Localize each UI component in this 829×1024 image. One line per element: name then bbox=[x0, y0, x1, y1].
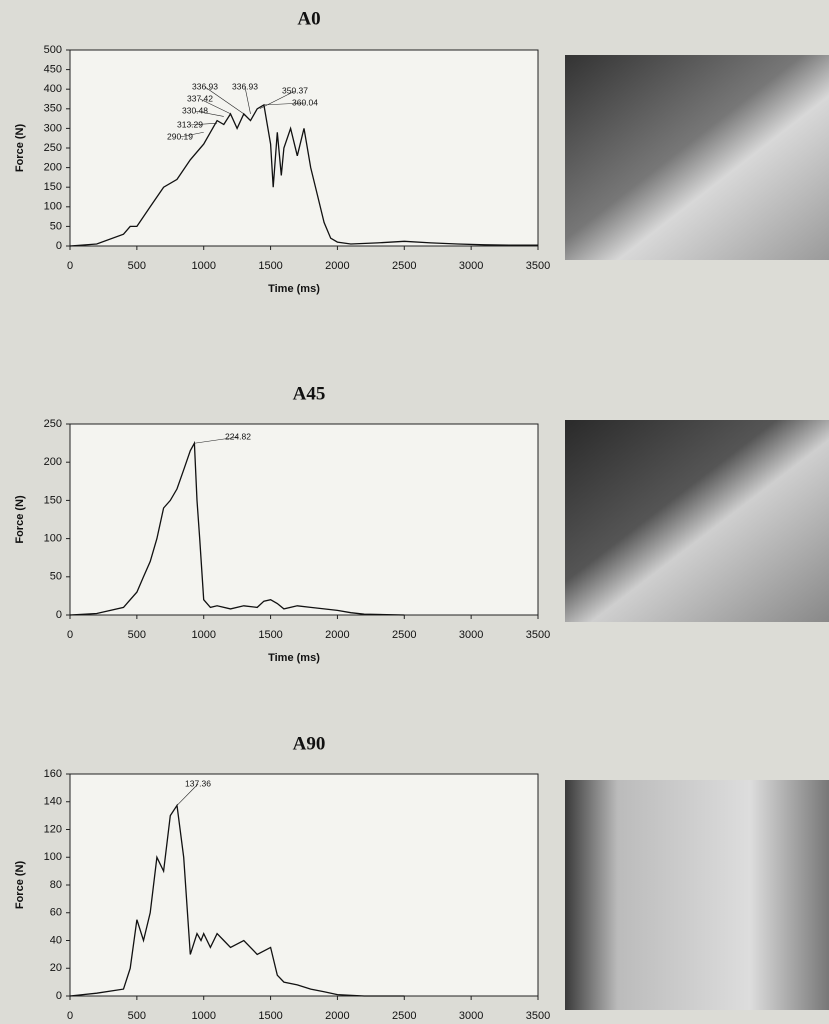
x-tick-label: 2000 bbox=[325, 260, 349, 272]
x-tick-label: 1000 bbox=[191, 1010, 215, 1022]
y-tick-label: 40 bbox=[50, 934, 62, 946]
annotation-leader bbox=[204, 86, 244, 115]
x-tick-label: 2500 bbox=[392, 1010, 416, 1022]
y-axis-label: Force (N) bbox=[14, 124, 26, 173]
y-tick-label: 80 bbox=[50, 879, 62, 891]
fracture-photo bbox=[565, 55, 829, 260]
x-tick-label: 1500 bbox=[258, 1010, 282, 1022]
annotation-label: 224.82 bbox=[225, 431, 251, 441]
y-tick-label: 150 bbox=[44, 494, 62, 506]
y-tick-label: 0 bbox=[56, 609, 62, 621]
annotation-label: 290.19 bbox=[167, 131, 193, 141]
x-tick-label: 3500 bbox=[526, 260, 550, 272]
chart-title: A45 bbox=[293, 383, 326, 404]
annotation-label: 313.29 bbox=[177, 119, 203, 129]
annotation-leader bbox=[199, 98, 231, 115]
annotation-label: 336.93 bbox=[232, 81, 258, 91]
annotation-label: 336.93 bbox=[192, 81, 218, 91]
y-tick-label: 100 bbox=[44, 851, 62, 863]
y-tick-label: 250 bbox=[44, 418, 62, 430]
y-tick-label: 50 bbox=[50, 571, 62, 583]
y-tick-label: 0 bbox=[56, 240, 62, 252]
force-curve bbox=[69, 440, 405, 616]
y-tick-label: 120 bbox=[44, 823, 62, 835]
annotation-leader bbox=[194, 110, 224, 117]
y-tick-label: 250 bbox=[44, 142, 62, 154]
x-tick-label: 1000 bbox=[191, 629, 215, 641]
annotation-label: 350.37 bbox=[282, 85, 308, 95]
y-axis-label: Force (N) bbox=[14, 495, 26, 544]
y-tick-label: 60 bbox=[50, 907, 62, 919]
y-tick-label: 100 bbox=[44, 533, 62, 545]
fracture-photo bbox=[565, 780, 829, 1010]
y-tick-label: 140 bbox=[44, 796, 62, 808]
y-axis-label: Force (N) bbox=[14, 861, 26, 910]
annotation-leader bbox=[263, 102, 306, 106]
x-tick-label: 1000 bbox=[191, 260, 215, 272]
x-axis-label: Time (ms) bbox=[268, 652, 320, 664]
x-tick-label: 2500 bbox=[392, 629, 416, 641]
x-tick-label: 2500 bbox=[392, 260, 416, 272]
y-tick-label: 200 bbox=[44, 162, 62, 174]
y-tick-label: 450 bbox=[44, 64, 62, 76]
annotation-label: 337.42 bbox=[187, 93, 213, 103]
y-tick-label: 350 bbox=[44, 103, 62, 115]
annotation-leader bbox=[244, 86, 251, 114]
y-tick-label: 300 bbox=[44, 122, 62, 134]
annotation-label: 330.48 bbox=[182, 105, 208, 115]
plot-area bbox=[69, 423, 539, 616]
y-tick-label: 100 bbox=[44, 201, 62, 213]
chart-title: A0 bbox=[297, 8, 320, 29]
x-tick-label: 500 bbox=[128, 1010, 146, 1022]
fracture-photo bbox=[565, 420, 829, 622]
annotation-leader bbox=[189, 122, 218, 126]
annotation-leader bbox=[194, 436, 239, 444]
x-tick-label: 1500 bbox=[258, 260, 282, 272]
annotation-leader bbox=[176, 783, 199, 806]
y-tick-label: 160 bbox=[44, 768, 62, 780]
plot-area bbox=[69, 49, 539, 247]
annotation-label: 360.04 bbox=[292, 97, 318, 107]
y-tick-label: 0 bbox=[56, 990, 62, 1002]
x-tick-label: 3000 bbox=[459, 1010, 483, 1022]
y-tick-label: 200 bbox=[44, 456, 62, 468]
plot-area bbox=[69, 773, 539, 997]
x-tick-label: 1500 bbox=[258, 629, 282, 641]
x-tick-label: 3500 bbox=[526, 629, 550, 641]
x-tick-label: 3500 bbox=[526, 1010, 550, 1022]
x-tick-label: 0 bbox=[67, 260, 73, 272]
annotation-leader bbox=[259, 90, 296, 109]
x-tick-label: 500 bbox=[128, 629, 146, 641]
force-curve bbox=[69, 803, 405, 997]
chart-title: A90 bbox=[293, 733, 326, 754]
force-curve bbox=[69, 103, 538, 247]
y-tick-label: 20 bbox=[50, 962, 62, 974]
x-tick-label: 2000 bbox=[325, 629, 349, 641]
annotation-label: 137.36 bbox=[185, 778, 211, 788]
x-tick-label: 500 bbox=[128, 260, 146, 272]
y-tick-label: 150 bbox=[44, 181, 62, 193]
x-tick-label: 0 bbox=[67, 629, 73, 641]
x-tick-label: 3000 bbox=[459, 260, 483, 272]
x-axis-label: Time (ms) bbox=[268, 283, 320, 295]
x-tick-label: 2000 bbox=[325, 1010, 349, 1022]
annotation-leader bbox=[179, 131, 204, 138]
x-tick-label: 3000 bbox=[459, 629, 483, 641]
y-tick-label: 50 bbox=[50, 220, 62, 232]
y-tick-label: 400 bbox=[44, 83, 62, 95]
x-tick-label: 0 bbox=[67, 1010, 73, 1022]
y-tick-label: 500 bbox=[44, 44, 62, 56]
